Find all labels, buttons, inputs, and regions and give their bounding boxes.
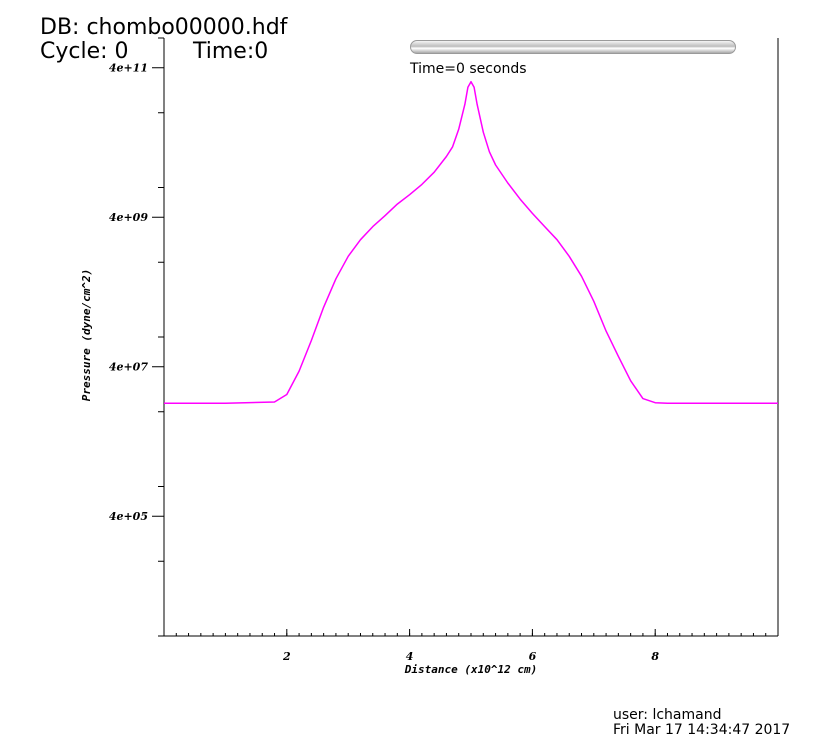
pressure-line — [164, 80, 778, 404]
date-label: Fri Mar 17 14:34:47 2017 — [613, 722, 791, 738]
y-tick-label: 4e+11 — [109, 62, 148, 75]
database-title: DB: chombo00000.hdf — [40, 15, 288, 40]
x-axis-ticks: 2 4 6 8 — [175, 629, 767, 663]
x-tick-label: 8 — [651, 650, 659, 663]
chart-series — [164, 80, 778, 404]
x-tick-label: 2 — [282, 650, 291, 663]
time-label: Time:0 — [193, 39, 269, 64]
x-tick-label: 6 — [529, 650, 537, 663]
x-axis-label: Distance (x10^12 cm) — [404, 663, 537, 676]
time-slider[interactable] — [410, 40, 736, 54]
chart-axes — [163, 38, 779, 637]
y-tick-label: 4e+05 — [109, 510, 148, 523]
x-tick-label: 4 — [406, 650, 414, 663]
time-slider-caption: Time=0 seconds — [410, 61, 527, 77]
cycle-label: Cycle: 0 — [40, 39, 129, 64]
y-axis-ticks: 4e+05 4e+07 4e+09 4e+11 — [109, 37, 164, 637]
y-axis-label: Pressure (dyne/cm^2) — [80, 269, 93, 401]
y-tick-label: 4e+09 — [109, 211, 149, 224]
user-label: user: lchamand — [613, 707, 722, 723]
y-tick-label: 4e+07 — [109, 361, 149, 374]
